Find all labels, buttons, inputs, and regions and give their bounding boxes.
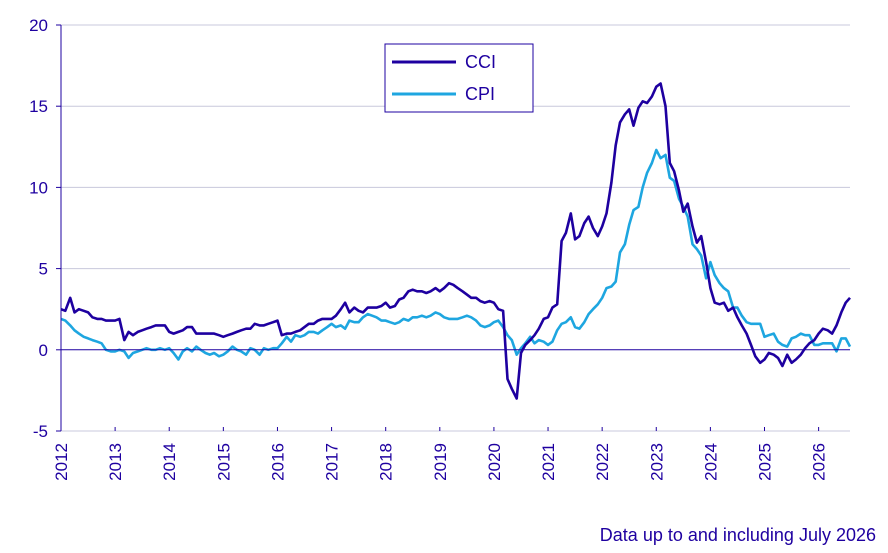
x-tick-label-9: 2021 [539,443,558,481]
x-tick-label-13: 2025 [755,443,774,481]
series-line-cci [60,82,851,400]
legend-box [384,43,534,113]
x-tick-label-5: 2017 [323,443,342,481]
x-tick-label-14: 2026 [810,443,829,481]
x-tick-label-8: 2020 [485,443,504,481]
y-tick-label-3: 10 [29,178,48,197]
x-tick-label-4: 2016 [268,443,287,481]
x-tick-label-6: 2018 [377,443,396,481]
series-line-cpi [60,148,852,361]
series-lines [60,82,852,400]
x-tick-label-10: 2022 [593,443,612,481]
x-tick-label-7: 2019 [431,443,450,481]
y-tick-label-0: -5 [33,422,48,441]
axes [60,25,850,431]
y-tick-label-2: 5 [39,260,48,279]
gridlines [61,24,850,432]
x-tick-label-12: 2024 [701,443,720,481]
y-tick-label-4: 15 [29,97,48,116]
legend-label-cpi: CPI [465,84,495,104]
legend: CCI CPI [384,43,534,113]
x-tick-label-3: 2015 [214,443,233,481]
y-tick-label-5: 20 [29,16,48,35]
x-axis-ticks: 2012 2013 2014 2015 2016 2017 2018 2019 2020 2021… [52,427,829,481]
x-tick-label-0: 2012 [52,443,71,481]
y-axis-ticks: -5 0 5 10 15 20 [29,16,61,441]
legend-label-cci: CCI [465,52,496,72]
x-tick-label-11: 2023 [647,443,666,481]
y-tick-label-1: 0 [39,341,48,360]
data-note: Data up to and including July 2026 [600,525,876,545]
x-tick-label-2: 2014 [160,443,179,481]
x-tick-label-1: 2013 [106,443,125,481]
